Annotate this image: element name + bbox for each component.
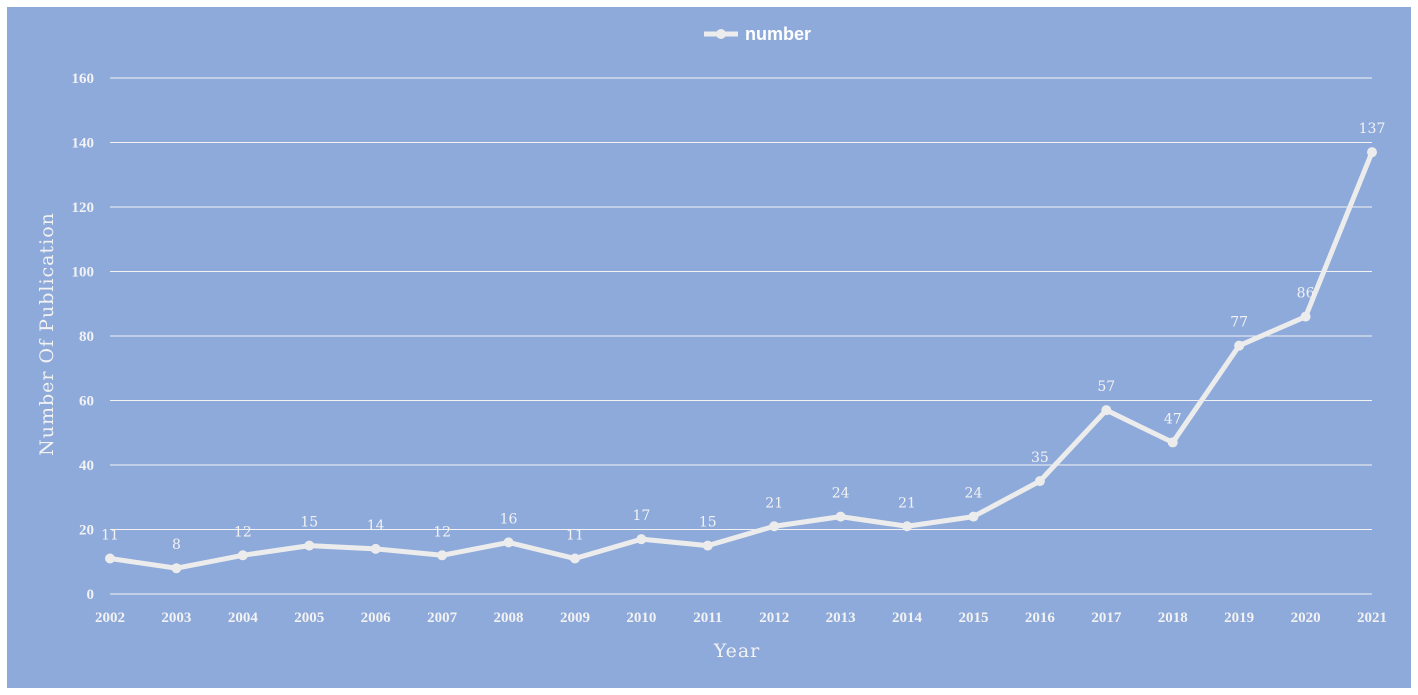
data-label-2002: 11	[101, 528, 119, 544]
data-label-2013: 24	[832, 486, 850, 502]
y-tick-label-60: 60	[79, 394, 94, 410]
data-label-2010: 17	[632, 508, 650, 524]
gridlines	[110, 77, 1372, 595]
data-label-2006: 14	[367, 518, 385, 534]
x-tick-label-2004: 2004	[228, 610, 259, 626]
y-axis-ticks: 0 20 40 60 80 100 120 140 160	[72, 71, 95, 603]
x-tick-label-2021: 2021	[1357, 610, 1387, 626]
x-tick-label-2007: 2007	[427, 610, 458, 626]
chart-container: 0 20 40 60 80 100 120 140 160 2002 2003 2004 2005 20…	[7, 7, 1411, 688]
legend: number	[704, 24, 811, 44]
x-tick-label-2015: 2015	[958, 610, 988, 626]
data-point-2021	[1367, 147, 1377, 158]
data-point-2005	[304, 540, 315, 551]
data-labels: 11 8 12 15 14 12 16 11 17 15 21 24 21 24 35 57 47 77 86 137	[101, 121, 1385, 553]
data-point-2008	[503, 537, 514, 548]
legend-label: number	[745, 24, 811, 44]
x-tick-label-2005: 2005	[294, 610, 324, 626]
data-point-2010	[636, 534, 647, 545]
data-label-2017: 57	[1097, 379, 1115, 395]
data-label-2005: 15	[300, 515, 318, 531]
data-label-2008: 16	[500, 511, 518, 527]
y-tick-label-100: 100	[72, 265, 95, 281]
x-tick-label-2013: 2013	[826, 610, 856, 626]
data-point-2014	[902, 521, 913, 532]
y-tick-label-140: 140	[72, 136, 95, 152]
x-tick-label-2018: 2018	[1158, 610, 1188, 626]
x-tick-label-2003: 2003	[161, 610, 191, 626]
y-tick-label-40: 40	[79, 458, 94, 474]
data-point-2009	[569, 553, 580, 564]
x-axis-ticks: 2002 2003 2004 2005 2006 2007 2008 2009 2010 2011…	[95, 610, 1387, 626]
y-tick-label-160: 160	[72, 71, 95, 87]
y-tick-label-80: 80	[79, 329, 94, 345]
x-axis-title: Year	[713, 640, 761, 662]
y-tick-label-120: 120	[72, 200, 95, 216]
x-tick-label-2009: 2009	[560, 610, 590, 626]
data-point-2007	[437, 550, 448, 561]
y-tick-label-20: 20	[79, 523, 94, 539]
x-tick-label-2014: 2014	[892, 610, 923, 626]
data-point-2006	[370, 543, 381, 554]
series-number	[105, 147, 1377, 574]
data-point-2012	[769, 521, 780, 532]
data-label-2018: 47	[1164, 411, 1182, 427]
data-label-2011: 15	[699, 515, 717, 531]
data-label-2004: 12	[234, 524, 252, 540]
data-point-2020	[1300, 311, 1311, 322]
data-label-2020: 86	[1297, 286, 1315, 302]
y-tick-label-0: 0	[87, 587, 95, 603]
data-label-2014: 21	[898, 495, 916, 511]
y-axis-title: Number Of Publication	[36, 212, 58, 456]
x-tick-label-2019: 2019	[1224, 610, 1254, 626]
x-tick-label-2020: 2020	[1291, 610, 1321, 626]
data-point-2019	[1234, 340, 1245, 351]
data-label-2019: 77	[1230, 315, 1248, 331]
legend-marker	[716, 29, 726, 39]
data-point-2018	[1167, 437, 1178, 448]
data-point-2004	[237, 550, 248, 561]
data-point-2003	[171, 563, 182, 574]
x-tick-label-2011: 2011	[693, 610, 722, 626]
data-point-2013	[835, 511, 846, 522]
series-line-number	[107, 149, 1375, 571]
data-point-2011	[702, 540, 713, 551]
x-tick-label-2008: 2008	[494, 610, 524, 626]
data-label-2015: 24	[965, 486, 983, 502]
data-point-2016	[1034, 476, 1045, 487]
data-label-2003: 8	[172, 537, 181, 553]
data-point-2002	[105, 553, 115, 564]
data-point-2017	[1101, 405, 1112, 416]
x-tick-label-2006: 2006	[361, 610, 392, 626]
data-label-2012: 21	[765, 495, 783, 511]
x-tick-label-2010: 2010	[626, 610, 656, 626]
x-tick-label-2002: 2002	[95, 610, 125, 626]
x-tick-label-2017: 2017	[1091, 610, 1122, 626]
data-label-2016: 35	[1031, 450, 1049, 466]
x-tick-label-2016: 2016	[1025, 610, 1056, 626]
data-label-2009: 11	[566, 528, 584, 544]
data-label-2021: 137	[1359, 121, 1386, 137]
data-label-2007: 12	[433, 524, 451, 540]
x-tick-label-2012: 2012	[759, 610, 789, 626]
data-point-2015	[968, 511, 979, 522]
